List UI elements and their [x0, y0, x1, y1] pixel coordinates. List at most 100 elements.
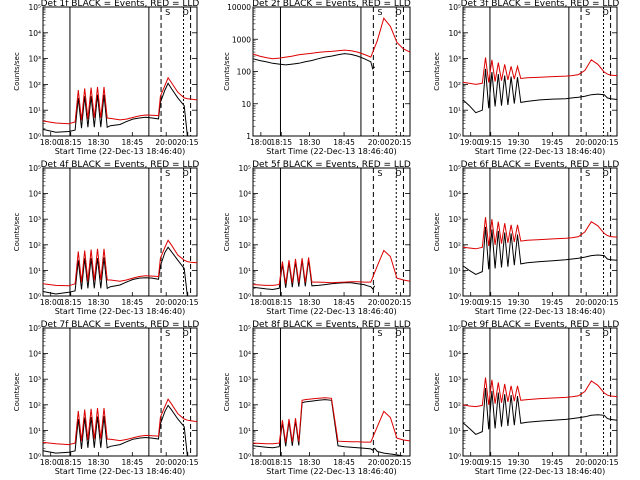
x-tick-label: 18:45: [122, 458, 144, 467]
plot-frame: [462, 6, 618, 137]
series-events-line: [42, 82, 197, 137]
y-tick-label: 10⁵: [238, 324, 251, 333]
x-tick-label: 18:45: [333, 298, 355, 307]
x-tick-label: 19:30: [508, 298, 530, 307]
x-tick-label: 19:00: [460, 458, 482, 467]
chart-panel-1: Det 1f BLACK = Events, RED = LLD 10⁰ 10¹ 10…: [13, 0, 199, 156]
y-tick-label: 10000: [227, 3, 251, 12]
x-axis-title: Start Time (22-Dec-13 18:46:40): [266, 147, 397, 156]
y-tick-label: 10⁴: [448, 350, 461, 359]
x-tick-label: 18:30: [299, 298, 321, 307]
chart-panel-5: Det 5f BLACK = Events, RED = LLD 10⁰ 10¹ 10…: [223, 160, 412, 316]
x-tick-label: 20:15: [177, 298, 199, 307]
y-tick-label: 10⁰: [448, 452, 461, 461]
y-axis-title: Counts/sec: [433, 213, 441, 252]
marker-label: D: [395, 8, 401, 17]
marker-label: D: [183, 329, 189, 338]
x-tick-label: 19:15: [480, 458, 502, 467]
marker-label: D: [183, 169, 189, 178]
marker-label: D: [395, 329, 401, 338]
x-axis-title: Start Time (22-Dec-13 18:46:40): [266, 467, 397, 476]
y-tick-label: 10⁴: [238, 190, 251, 199]
x-tick-label: 19:15: [480, 138, 502, 147]
chart-panel-9: Det 9f BLACK = Events, RED = LLD 10⁰ 10¹ 10…: [433, 320, 619, 476]
marker-label: S: [165, 8, 170, 17]
x-tick-label: 19:30: [508, 458, 530, 467]
x-tick-label: 19:15: [480, 298, 502, 307]
y-tick-label: 10⁵: [448, 164, 461, 173]
x-tick-label: 18:45: [333, 458, 355, 467]
marker-label: S: [377, 169, 382, 178]
x-tick-label: 18:15: [60, 458, 82, 467]
series-events-line: [42, 246, 197, 297]
x-tick-label: 18:15: [270, 458, 292, 467]
y-tick-label: 10⁰: [238, 292, 251, 301]
y-tick-label: 100: [237, 68, 252, 77]
y-tick-label: 10⁰: [448, 132, 461, 141]
y-tick-label: 10⁵: [448, 3, 461, 12]
x-tick-label: 20:00: [155, 458, 177, 467]
y-tick-label: 10⁰: [238, 452, 251, 461]
x-tick-label: 18:30: [88, 458, 110, 467]
y-tick-label: 10²: [448, 80, 461, 89]
y-tick-label: 10¹: [28, 426, 41, 435]
y-tick-label: 10¹: [28, 106, 41, 115]
plot-frame: [252, 6, 411, 137]
marker-label: S: [377, 329, 382, 338]
x-tick-label: 19:45: [542, 298, 564, 307]
x-tick-label: 20:15: [597, 458, 619, 467]
y-tick-label: 10²: [238, 401, 251, 410]
x-tick-label: 18:30: [299, 138, 321, 147]
x-tick-label: 18:30: [88, 298, 110, 307]
marker-label: D: [603, 8, 609, 17]
x-tick-label: 20:00: [368, 138, 390, 147]
x-tick-label: 18:45: [333, 138, 355, 147]
series-lld-line: [462, 377, 618, 408]
chart-panel-4: Det 4f BLACK = Events, RED = LLD 10⁰ 10¹ 10…: [13, 160, 199, 316]
y-tick-label: 10: [241, 100, 251, 109]
y-tick-label: 10³: [28, 215, 41, 224]
x-tick-label: 19:45: [542, 138, 564, 147]
x-tick-label: 20:15: [597, 138, 619, 147]
y-tick-label: 10⁰: [28, 452, 41, 461]
y-tick-label: 10⁵: [238, 164, 251, 173]
y-tick-label: 10⁵: [448, 324, 461, 333]
chart-panel-2: Det 2f BLACK = Events, RED = LLD 1 10 100 10…: [223, 0, 412, 156]
chart-title: Det 6f BLACK = Events, RED = LLD: [461, 160, 620, 170]
marker-label: D: [183, 8, 189, 17]
chart-title: Det 8f BLACK = Events, RED = LLD: [252, 320, 411, 330]
chart-title: Det 9f BLACK = Events, RED = LLD: [461, 320, 620, 330]
x-tick-label: 20:00: [368, 458, 390, 467]
x-tick-label: 20:15: [597, 298, 619, 307]
x-axis-title: Start Time (22-Dec-13 18:46:40): [55, 307, 186, 316]
y-tick-label: 10¹: [448, 426, 461, 435]
y-tick-label: 10²: [448, 241, 461, 250]
y-tick-label: 10⁴: [448, 190, 461, 199]
y-tick-label: 10¹: [448, 106, 461, 115]
chart-title: Det 3f BLACK = Events, RED = LLD: [461, 0, 620, 9]
y-tick-label: 10⁵: [28, 324, 41, 333]
plot-frame: [42, 167, 198, 297]
x-tick-label: 18:45: [122, 138, 144, 147]
plot-frame: [42, 327, 198, 457]
x-tick-label: 18:15: [60, 138, 82, 147]
y-axis-title: Counts/sec: [13, 52, 21, 91]
x-tick-label: 18:30: [299, 458, 321, 467]
x-tick-label: 20:15: [390, 138, 412, 147]
y-tick-label: 10³: [28, 55, 41, 64]
marker-label: S: [165, 329, 170, 338]
series-lld-line: [252, 17, 411, 60]
y-tick-label: 10³: [448, 55, 461, 64]
x-tick-label: 20:15: [177, 458, 199, 467]
x-tick-label: 18:00: [40, 458, 62, 467]
x-tick-label: 18:15: [270, 298, 292, 307]
plot-frame: [462, 167, 618, 297]
y-axis-title: Counts/sec: [223, 213, 231, 252]
y-tick-label: 10⁰: [448, 292, 461, 301]
series-events-line: [42, 404, 197, 457]
x-tick-label: 18:00: [40, 138, 62, 147]
y-tick-label: 10²: [28, 241, 41, 250]
x-tick-label: 19:30: [508, 138, 530, 147]
y-axis-title: Counts/sec: [223, 373, 231, 412]
y-tick-label: 10¹: [28, 266, 41, 275]
